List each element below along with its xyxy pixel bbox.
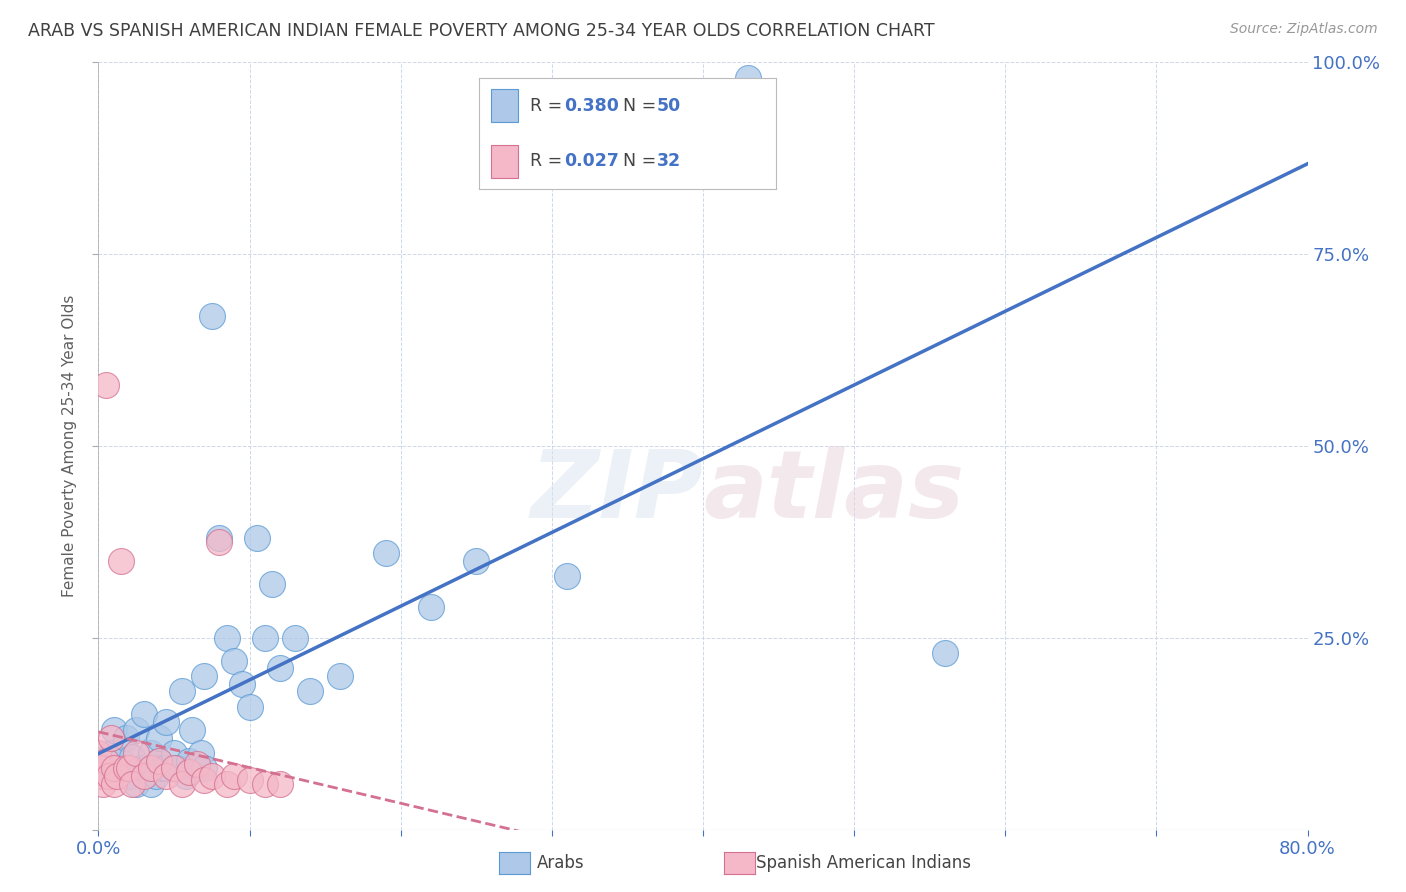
Point (155, 715, 177, 730)
Point (125, 746, 148, 760)
Point (186, 761, 208, 775)
Point (374, 546, 396, 560)
Point (170, 776, 193, 790)
Point (125, 723, 148, 737)
Point (284, 631, 307, 645)
Point (737, 70, 759, 85)
Point (132, 769, 155, 783)
Point (87, 746, 110, 760)
Point (253, 631, 276, 645)
Point (103, 761, 125, 775)
Point (299, 684, 322, 698)
Point (94, 761, 117, 775)
Point (103, 723, 125, 737)
Point (118, 761, 141, 775)
Point (135, 761, 157, 775)
Text: ARAB VS SPANISH AMERICAN INDIAN FEMALE POVERTY AMONG 25-34 YEAR OLDS CORRELATION: ARAB VS SPANISH AMERICAN INDIAN FEMALE P… (28, 22, 935, 40)
Point (114, 731, 136, 745)
Point (87, 769, 110, 783)
Point (121, 749, 143, 764)
Point (163, 746, 186, 760)
Point (100, 746, 122, 760)
Point (103, 776, 125, 790)
Point (555, 569, 578, 583)
Point (179, 765, 201, 780)
Point (215, 631, 238, 645)
Point (155, 769, 177, 783)
Point (110, 554, 132, 568)
Point (269, 661, 291, 675)
Point (94, 754, 117, 768)
Point (129, 761, 152, 775)
Point (208, 534, 231, 549)
Point (253, 776, 276, 790)
Point (148, 754, 170, 768)
Point (329, 669, 352, 683)
Point (100, 731, 122, 745)
Y-axis label: Female Poverty Among 25-34 Year Olds: Female Poverty Among 25-34 Year Olds (62, 295, 77, 597)
Point (181, 723, 204, 737)
Point (90, 761, 112, 775)
Point (125, 776, 148, 790)
Text: Source: ZipAtlas.com: Source: ZipAtlas.com (1230, 22, 1378, 37)
Point (420, 600, 443, 615)
Point (201, 769, 224, 783)
Point (91, 776, 114, 790)
Point (193, 761, 215, 775)
Point (105, 769, 128, 783)
Point (121, 776, 143, 790)
Point (262, 577, 284, 591)
Point (934, 646, 956, 660)
Point (141, 746, 163, 760)
Point (239, 772, 262, 787)
Point (208, 531, 231, 545)
Point (155, 761, 177, 775)
Point (201, 309, 224, 323)
Point (114, 761, 136, 775)
Text: ZIP: ZIP (530, 446, 703, 538)
Point (141, 776, 163, 790)
Point (465, 554, 488, 568)
Point (269, 776, 291, 790)
Point (98, 769, 121, 783)
Text: atlas: atlas (703, 446, 965, 538)
Point (132, 707, 155, 722)
Text: Arabs: Arabs (537, 854, 585, 871)
Point (145, 769, 167, 783)
Point (174, 769, 197, 783)
Point (110, 754, 132, 768)
Point (190, 746, 212, 760)
Point (166, 761, 188, 775)
Point (105, 761, 128, 775)
Point (246, 531, 269, 545)
Point (148, 754, 170, 768)
Point (231, 677, 253, 691)
Point (215, 776, 238, 790)
Point (224, 654, 246, 668)
Point (193, 772, 215, 787)
Point (224, 769, 246, 783)
Point (141, 761, 163, 775)
Point (148, 731, 170, 745)
Text: Spanish American Indians: Spanish American Indians (756, 854, 972, 871)
Point (163, 761, 186, 775)
Point (186, 757, 208, 772)
Point (150, 761, 173, 775)
Point (170, 684, 193, 698)
Point (94, 377, 117, 392)
Point (179, 754, 201, 768)
Point (118, 769, 141, 783)
Point (193, 669, 215, 683)
Point (239, 699, 262, 714)
